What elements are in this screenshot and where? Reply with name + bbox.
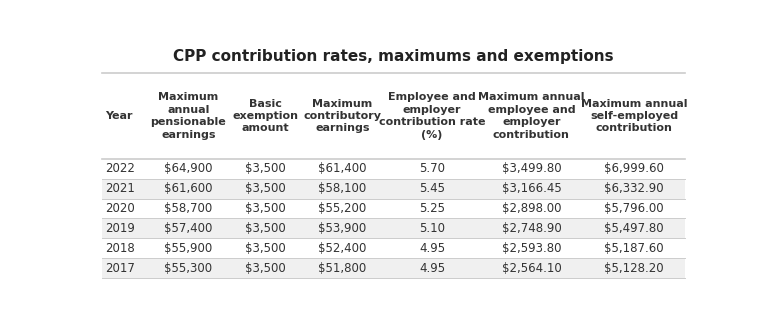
Text: 5.70: 5.70 bbox=[419, 163, 445, 175]
Bar bbox=[102, 219, 685, 238]
Text: $3,500: $3,500 bbox=[245, 182, 286, 195]
Text: $61,400: $61,400 bbox=[318, 163, 366, 175]
Text: $2,564.10: $2,564.10 bbox=[502, 261, 561, 274]
Text: Basic
exemption
amount: Basic exemption amount bbox=[233, 99, 299, 134]
Text: $6,332.90: $6,332.90 bbox=[604, 182, 664, 195]
Text: CPP contribution rates, maximums and exemptions: CPP contribution rates, maximums and exe… bbox=[174, 49, 614, 64]
Text: Maximum
annual
pensionable
earnings: Maximum annual pensionable earnings bbox=[151, 92, 227, 140]
Text: $57,400: $57,400 bbox=[164, 222, 213, 235]
Text: $51,800: $51,800 bbox=[318, 261, 366, 274]
Text: Year: Year bbox=[105, 111, 132, 121]
Text: $58,700: $58,700 bbox=[164, 202, 213, 215]
Text: $5,497.80: $5,497.80 bbox=[604, 222, 664, 235]
Text: $2,898.00: $2,898.00 bbox=[502, 202, 561, 215]
Text: 2022: 2022 bbox=[105, 163, 135, 175]
Text: 2018: 2018 bbox=[105, 242, 134, 255]
Text: Maximum
contributory
earnings: Maximum contributory earnings bbox=[303, 99, 382, 134]
Text: $2,748.90: $2,748.90 bbox=[502, 222, 561, 235]
Text: $5,128.20: $5,128.20 bbox=[604, 261, 664, 274]
Text: 2021: 2021 bbox=[105, 182, 135, 195]
Text: $55,200: $55,200 bbox=[318, 202, 366, 215]
Text: Maximum annual
self-employed
contribution: Maximum annual self-employed contributio… bbox=[581, 99, 687, 134]
Text: $3,500: $3,500 bbox=[245, 222, 286, 235]
Text: $61,600: $61,600 bbox=[164, 182, 213, 195]
Text: Maximum annual
employee and
employer
contribution: Maximum annual employee and employer con… bbox=[478, 92, 584, 140]
Text: $64,900: $64,900 bbox=[164, 163, 213, 175]
Text: $3,500: $3,500 bbox=[245, 163, 286, 175]
Text: 2019: 2019 bbox=[105, 222, 135, 235]
Text: $3,500: $3,500 bbox=[245, 261, 286, 274]
Text: 4.95: 4.95 bbox=[419, 242, 445, 255]
Text: $53,900: $53,900 bbox=[318, 222, 366, 235]
Text: $3,500: $3,500 bbox=[245, 202, 286, 215]
Text: $55,900: $55,900 bbox=[164, 242, 213, 255]
Text: 4.95: 4.95 bbox=[419, 261, 445, 274]
Text: 5.10: 5.10 bbox=[419, 222, 445, 235]
Text: 5.25: 5.25 bbox=[419, 202, 445, 215]
Text: $3,166.45: $3,166.45 bbox=[502, 182, 561, 195]
Text: 2017: 2017 bbox=[105, 261, 135, 274]
Text: $5,796.00: $5,796.00 bbox=[604, 202, 664, 215]
Text: 2020: 2020 bbox=[105, 202, 134, 215]
Text: 5.45: 5.45 bbox=[419, 182, 445, 195]
Text: $5,187.60: $5,187.60 bbox=[604, 242, 664, 255]
Bar bbox=[102, 258, 685, 278]
Text: Employee and
employer
contribution rate
(%): Employee and employer contribution rate … bbox=[379, 92, 485, 140]
Text: $3,500: $3,500 bbox=[245, 242, 286, 255]
Text: $52,400: $52,400 bbox=[318, 242, 366, 255]
Text: $58,100: $58,100 bbox=[318, 182, 366, 195]
Bar bbox=[102, 179, 685, 199]
Text: $6,999.60: $6,999.60 bbox=[604, 163, 664, 175]
Text: $2,593.80: $2,593.80 bbox=[502, 242, 561, 255]
Text: $55,300: $55,300 bbox=[164, 261, 213, 274]
Text: $3,499.80: $3,499.80 bbox=[502, 163, 561, 175]
